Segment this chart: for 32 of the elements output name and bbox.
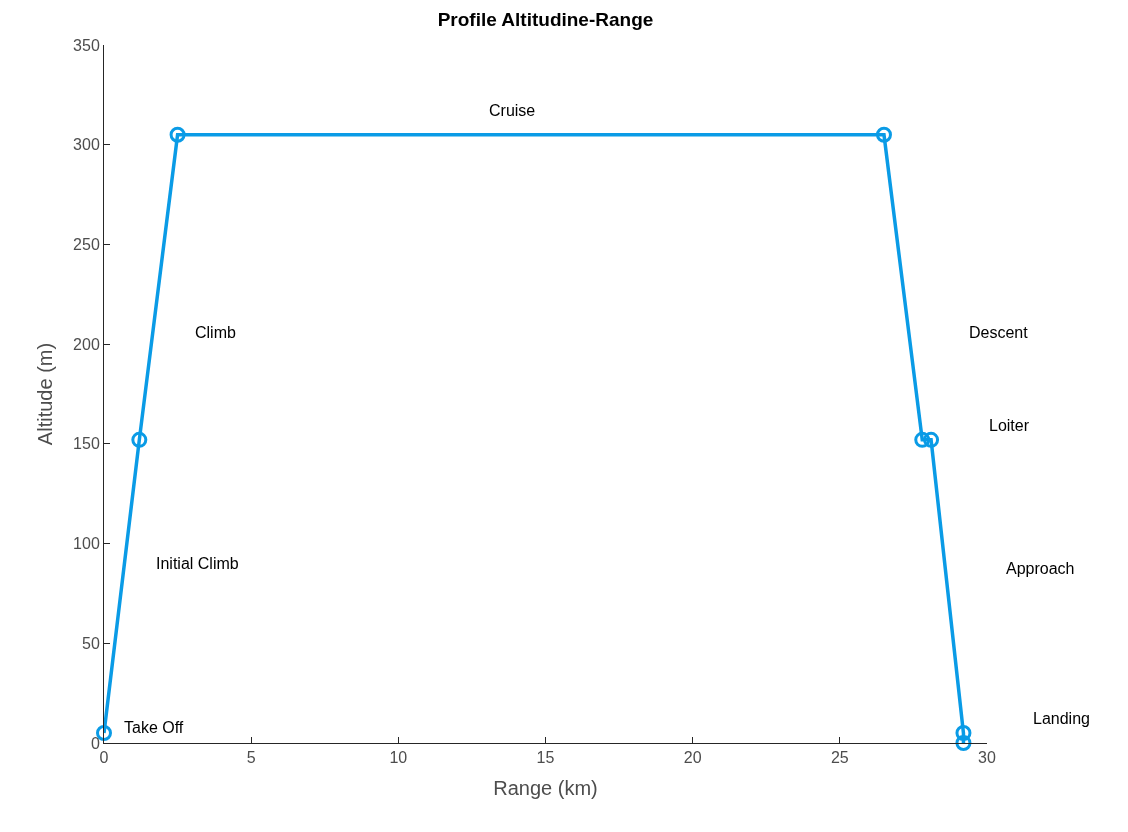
y-tick-label: 200 <box>73 335 100 353</box>
point <box>955 735 972 751</box>
annotation: Cruise <box>489 102 536 119</box>
point <box>131 431 148 448</box>
y-tick-label: 350 <box>73 36 100 54</box>
y-tick-label: 150 <box>73 435 100 453</box>
text: Approach <box>1006 560 1075 577</box>
x-tick-label: 10 <box>389 749 408 767</box>
x-tick-label: 5 <box>246 749 256 767</box>
point <box>955 725 972 742</box>
annotation: Climb <box>195 324 236 341</box>
y-tick-label: 50 <box>82 634 100 652</box>
point <box>875 126 892 143</box>
x-tick-label: 15 <box>536 749 555 767</box>
chart-title: Profile Altitudine-Range <box>437 8 654 30</box>
x-tick-label: 25 <box>830 749 849 767</box>
x-axis-title: Range (km) <box>493 776 598 799</box>
text: Landing <box>1033 710 1090 727</box>
y-tick-label: 0 <box>90 734 100 752</box>
point <box>169 126 186 143</box>
y-tick-label: 250 <box>73 236 100 254</box>
point <box>914 431 931 448</box>
y-axis-title: Altitude (m) <box>33 342 56 446</box>
point <box>923 431 940 448</box>
x-tick-label: 30 <box>978 749 996 767</box>
annotation: Initial Climb <box>156 555 239 572</box>
text: Loiter <box>989 417 1030 434</box>
annotation: Descent <box>969 324 1029 341</box>
annotation: Take Off <box>124 719 184 736</box>
y-tick-label: 100 <box>73 535 100 553</box>
y-tick-label: 300 <box>73 136 100 154</box>
x-tick-label: 20 <box>683 749 702 767</box>
